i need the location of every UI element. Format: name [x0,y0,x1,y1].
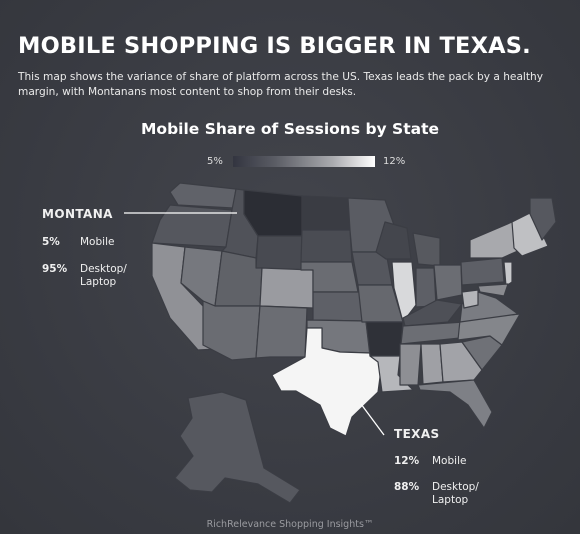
state-west-virginia [461,289,479,309]
legend-gradient-bar [233,156,375,167]
state-illinois [391,261,417,323]
montana-desktop-pct: 95% [42,263,68,275]
state-michigan [412,232,441,267]
texas-leader-line [360,403,385,436]
intro-text: This map shows the variance of share of … [18,71,544,98]
state-arizona [202,300,261,361]
state-wisconsin [375,221,412,260]
texas-mobile-row: 12% Mobile [394,455,466,468]
footer-credit: RichRelevance Shopping Insights™ [206,519,374,530]
montana-mobile-row: 5% Mobile [42,236,114,249]
state-tennessee [400,321,465,345]
state-mississippi [399,343,422,386]
state-alaska [174,391,301,504]
state-maine [529,197,557,241]
texas-callout: TEXAS [394,427,440,441]
texas-desktop-label-line1: Desktop/ [432,481,479,493]
montana-desktop-label-line1: Desktop/ [80,263,127,275]
state-texas [271,327,383,437]
montana-mobile-pct: 5% [42,236,60,248]
state-new-mexico [255,305,308,359]
state-new-england [511,211,549,257]
montana-mobile-label: Mobile [80,236,115,248]
texas-desktop-row: 88% Desktop/Laptop [394,481,479,507]
texas-state-name: TEXAS [394,427,440,441]
state-alabama [420,343,444,385]
map-title: Mobile Share of Sessions by State [141,120,439,138]
legend-max-label: 12% [383,156,406,167]
state-ohio [433,264,463,301]
state-georgia [439,341,483,383]
state-washington [169,182,237,209]
state-pennsylvania [460,257,505,286]
montana-state-name: MONTANA [42,207,113,221]
state-colorado [259,267,314,309]
color-legend: 5% 12% [0,154,580,170]
state-arkansas [365,321,404,357]
state-utah [214,250,263,307]
state-wyoming [255,235,303,271]
state-north-dakota [301,195,351,231]
state-oregon [151,204,233,248]
state-new-york [469,221,521,259]
texas-mobile-pct: 12% [394,455,420,467]
state-maryland [477,283,509,297]
state-south-dakota [300,229,353,263]
montana-desktop-row: 95% Desktop/Laptop [42,263,127,289]
state-indiana [415,267,437,308]
state-florida [417,379,493,429]
page-title: MOBILE SHOPPING IS BIGGER IN TEXAS. [18,33,531,59]
legend-min-label: 5% [207,156,223,167]
texas-mobile-label: Mobile [432,455,467,467]
montana-callout: MONTANA [42,207,113,221]
texas-desktop-label-line2: Laptop [432,494,469,506]
state-new-jersey [503,261,513,287]
state-kansas [312,291,363,322]
state-kentucky [402,299,463,327]
montana-desktop-label-line2: Laptop [80,276,117,288]
texas-desktop-pct: 88% [394,481,420,493]
